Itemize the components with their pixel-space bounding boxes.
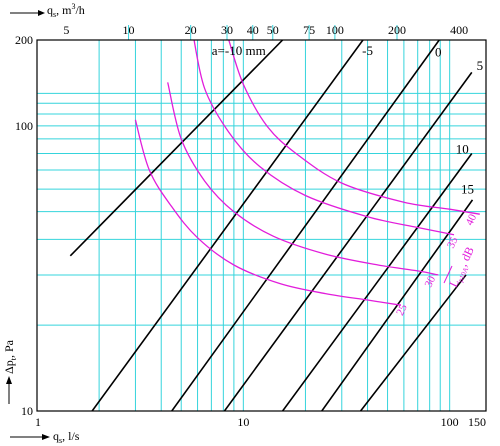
sound-level-curve-label: 30 [423,274,439,289]
y-tick-label: 10 [21,404,33,418]
left-axis-title: Δpt, Pa [2,339,18,404]
x-tick-label-top: 50 [267,23,279,37]
bottom-axis-q: q [53,429,59,443]
setting-line [223,71,473,411]
top-axis-title: qs, m3/h [10,2,85,19]
x-tick-label-bottom: 1 [35,415,41,429]
bottom-axis-unit: , l/s [62,429,80,443]
sound-level-curve [134,119,402,306]
left-axis-dp-sub: t [9,357,18,360]
x-tick-label-top: 200 [388,23,406,37]
x-tick-label-bottom: 10 [237,415,249,429]
sound-level-curve-label: 35 [445,235,461,250]
svg-text:qs, l/s: qs, l/s [53,429,80,445]
plot-frame [36,39,487,412]
setting-line-label: 0 [435,45,442,60]
x-tick-label-top: 40 [247,23,259,37]
setting-line [69,40,284,257]
top-axis-q: q [47,3,53,17]
x-tick-label-bottom: 100 [441,415,459,429]
bottom-axis-q-sub: s [59,436,62,445]
bottom-axis-title: qs, l/s [10,429,80,445]
setting-line [91,40,364,411]
left-axis-dp: Δp [2,360,16,374]
setting-line-label: 15 [461,181,474,196]
sound-level-curve-label: 25 [394,302,410,317]
y-tick-label: 200 [15,33,33,47]
setting-line-label: 5 [477,58,484,73]
x-tick-label-top: 10 [123,23,135,37]
plot-curves [69,40,480,411]
setting-line [359,274,467,411]
setting-line [171,40,440,411]
setting-line [281,153,473,411]
sound-level-curve [193,40,455,236]
x-tick-label-top: 400 [450,23,468,37]
x-tick-label-bottom: 150 [468,415,486,429]
top-axis-unit-sup: 3 [71,2,75,11]
sound-level-curve [228,40,480,215]
top-axis-q-sub: s [53,10,56,19]
setting-line-label: a=-10 mm [212,43,266,58]
x-tick-label-top: 5 [63,23,69,37]
svg-text:Δpt, Pa: Δpt, Pa [2,339,18,374]
sound-level-curve-label: 40 [464,212,480,227]
setting-line-label: -5 [362,43,373,58]
grid-lines [37,25,486,411]
sound-level-curve [167,82,439,276]
top-axis-unit: , m [56,3,72,17]
x-tick-label-top: 75 [303,23,315,37]
x-tick-label-top: 20 [185,23,197,37]
top-axis-unit-end: /h [75,3,84,17]
left-axis-unit: , Pa [2,339,16,358]
setting-line [321,199,474,411]
sound-level-unit: , dB [456,244,477,268]
x-tick-label-top: 30 [221,23,233,37]
x-tick-label-top: 100 [326,23,344,37]
y-tick-label: 100 [15,119,33,133]
setting-line-label: 10 [456,141,469,156]
svg-text:qs, m3/h: qs, m3/h [47,2,85,19]
